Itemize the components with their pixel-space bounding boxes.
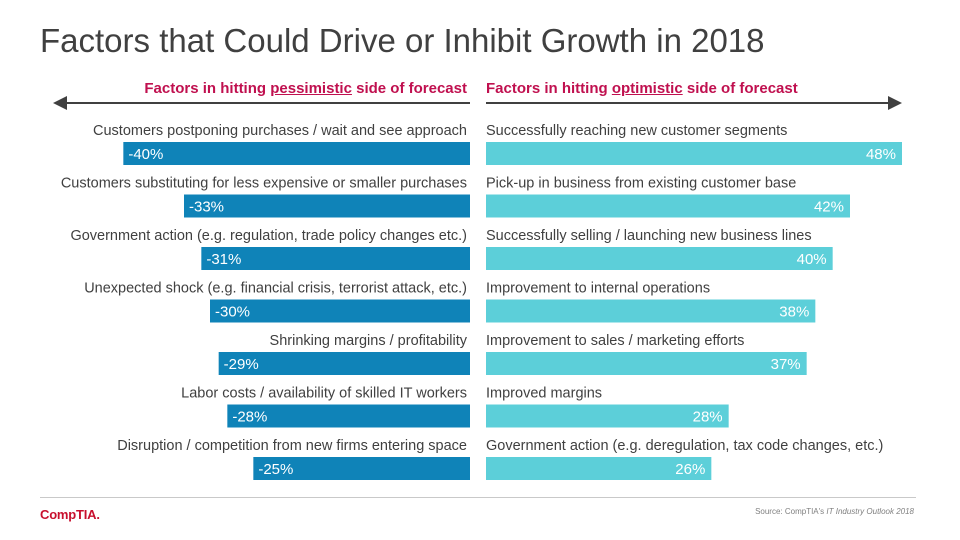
optimistic-value-label: 48% [866, 146, 896, 163]
optimistic-value-label: 26% [675, 461, 705, 478]
optimistic-category-label: Pick-up in business from existing custom… [486, 176, 796, 192]
optimistic-header: Factors in hitting optimistic side of fo… [486, 80, 798, 97]
optimistic-bar [486, 457, 712, 480]
optimistic-category-label: Improvement to sales / marketing efforts [486, 333, 744, 349]
optimistic-category-label: Government action (e.g. deregulation, ta… [486, 438, 883, 454]
pessimistic-value-label: -31% [206, 251, 241, 268]
pessimistic-value-label: -33% [189, 199, 224, 216]
pessimistic-value-label: -30% [215, 304, 250, 321]
pessimistic-bar [123, 142, 470, 165]
pessimistic-category-label: Shrinking margins / profitability [270, 333, 468, 349]
comptia-logo: CompTIA. [40, 507, 100, 522]
pessimistic-value-label: -28% [232, 409, 267, 426]
optimistic-bar [486, 404, 729, 428]
pessimistic-category-label: Disruption / competition from new firms … [117, 438, 467, 454]
optimistic-header-suffix: side of forecast [682, 80, 798, 97]
optimistic-value-label: 40% [797, 251, 827, 268]
optimistic-category-label: Successfully selling / launching new bus… [486, 228, 812, 244]
optimistic-bar [486, 247, 833, 270]
optimistic-header-emphasis: optimistic [611, 80, 683, 97]
optimistic-value-label: 38% [779, 304, 809, 321]
right-arrowhead [888, 96, 902, 110]
optimistic-category-label: Successfully reaching new customer segme… [486, 123, 787, 139]
optimistic-category-label: Improvement to internal operations [486, 281, 710, 297]
pessimistic-value-label: -40% [128, 146, 163, 163]
pessimistic-header-emphasis: pessimistic [270, 80, 352, 97]
optimistic-bar [486, 194, 850, 218]
source-prefix: Source: CompTIA's [755, 507, 827, 516]
pessimistic-bars: Customers postponing purchases / wait an… [61, 123, 471, 480]
pessimistic-category-label: Unexpected shock (e.g. financial crisis,… [84, 281, 467, 297]
optimistic-bar [486, 352, 807, 375]
right-arrow [486, 96, 902, 110]
pessimistic-bar [201, 247, 471, 270]
pessimistic-category-label: Customers postponing purchases / wait an… [93, 123, 467, 139]
footer-divider [40, 497, 916, 498]
pessimistic-value-label: -25% [258, 461, 293, 478]
pessimistic-bar [253, 457, 470, 480]
pessimistic-value-label: -29% [224, 356, 259, 373]
pessimistic-header-suffix: side of forecast [351, 80, 467, 97]
pessimistic-category-label: Labor costs / availability of skilled IT… [181, 386, 467, 402]
pessimistic-header-prefix: Factors in hitting [144, 80, 271, 97]
left-arrowhead [53, 96, 67, 110]
pessimistic-category-label: Customers substituting for less expensiv… [61, 176, 467, 192]
optimistic-header-prefix: Factors in hitting [486, 80, 612, 97]
optimistic-category-label: Improved margins [486, 386, 602, 402]
optimistic-bar [486, 299, 816, 323]
page-title: Factors that Could Drive or Inhibit Grow… [40, 22, 765, 59]
optimistic-value-label: 42% [814, 199, 844, 216]
source-title: IT Industry Outlook 2018 [826, 507, 914, 516]
optimistic-bar [486, 142, 902, 165]
optimistic-bars: Successfully reaching new customer segme… [486, 123, 902, 480]
pessimistic-bar [218, 352, 470, 375]
source-note: Source: CompTIA's IT Industry Outlook 20… [755, 507, 914, 516]
optimistic-value-label: 28% [693, 409, 723, 426]
optimistic-value-label: 37% [771, 356, 801, 373]
left-arrow [53, 96, 470, 110]
pessimistic-category-label: Government action (e.g. regulation, trad… [70, 228, 467, 244]
pessimistic-bar [184, 194, 470, 218]
pessimistic-header: Factors in hitting pessimistic side of f… [144, 80, 467, 97]
pessimistic-bar [227, 404, 470, 428]
pessimistic-bar [210, 299, 470, 323]
